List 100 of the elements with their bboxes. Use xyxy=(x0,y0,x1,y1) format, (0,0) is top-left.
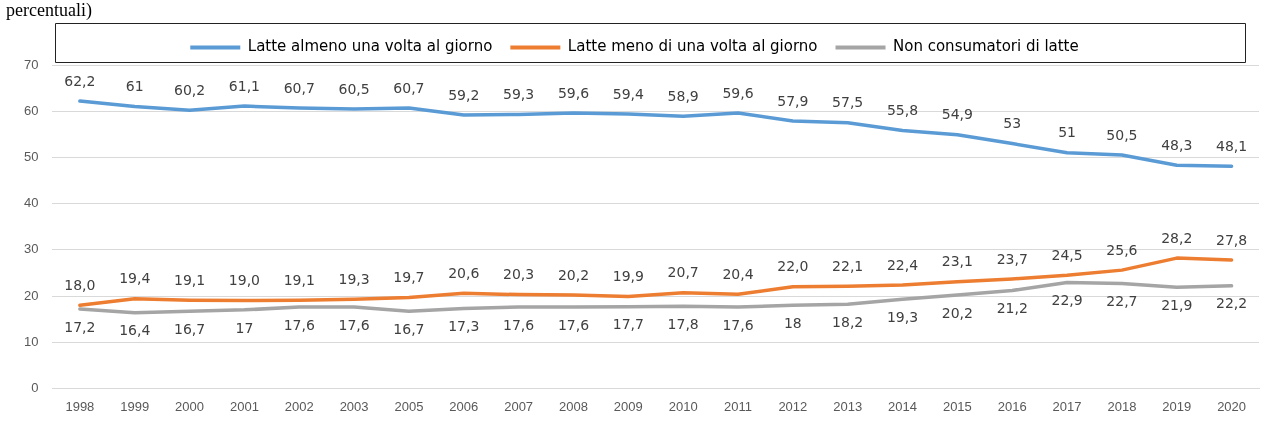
data-label: 17,6 xyxy=(503,316,535,333)
y-tick-label: 20 xyxy=(23,287,39,303)
data-label: 53 xyxy=(1003,115,1022,132)
data-label: 17 xyxy=(235,319,254,336)
x-tick-label: 2019 xyxy=(1162,398,1192,414)
data-label: 16,7 xyxy=(393,320,425,337)
data-label: 27,8 xyxy=(1215,231,1248,248)
x-tick-label: 2012 xyxy=(778,398,808,414)
data-label: 57,5 xyxy=(832,94,864,111)
data-label: 16,7 xyxy=(173,320,206,337)
data-label: 19,7 xyxy=(393,269,425,286)
y-tick-label: 10 xyxy=(23,333,39,349)
data-label: 20,7 xyxy=(667,264,699,281)
x-tick-label: 2007 xyxy=(504,398,534,414)
data-label: 50,5 xyxy=(1106,126,1138,143)
x-tick-label: 2020 xyxy=(1217,398,1247,414)
data-label: 28,2 xyxy=(1161,229,1193,246)
x-tick-label: 2003 xyxy=(339,398,369,414)
data-label: 25,6 xyxy=(1106,241,1138,258)
data-label: 51 xyxy=(1058,124,1076,141)
data-label: 19,1 xyxy=(173,271,206,288)
x-tick-label: 2015 xyxy=(942,398,972,414)
data-label: 21,2 xyxy=(996,300,1028,317)
data-label: 60,7 xyxy=(393,79,425,96)
data-label: 18 xyxy=(783,314,802,331)
x-tick-label: 2006 xyxy=(449,398,479,414)
y-tick-label: 50 xyxy=(23,148,39,164)
y-tick-label: 0 xyxy=(31,379,39,395)
data-label: 20,3 xyxy=(503,266,535,283)
data-label: 18,0 xyxy=(64,276,96,293)
data-label: 16,4 xyxy=(119,322,151,339)
data-label: 61 xyxy=(125,78,144,95)
data-label: 62,2 xyxy=(64,72,96,89)
data-label: 17,7 xyxy=(612,316,644,333)
data-label: 59,6 xyxy=(722,84,754,101)
data-label: 48,3 xyxy=(1161,136,1193,153)
legend-label: Non consumatori di latte xyxy=(893,37,1079,56)
data-label: 17,6 xyxy=(557,316,590,333)
data-label: 18,2 xyxy=(832,313,864,330)
x-tick-label: 2010 xyxy=(668,398,698,414)
y-tick-label: 60 xyxy=(23,102,39,118)
y-tick-label: 70 xyxy=(23,56,39,72)
data-label: 55,8 xyxy=(886,102,919,119)
data-label: 23,1 xyxy=(941,253,973,270)
data-label: 17,6 xyxy=(283,316,315,333)
x-tick-label: 2001 xyxy=(229,398,259,414)
x-tick-label: 2009 xyxy=(613,398,643,414)
x-tick-label: 2002 xyxy=(284,398,314,414)
x-tick-label: 1998 xyxy=(65,398,95,414)
x-tick-label: 2017 xyxy=(1052,398,1082,414)
data-label: 59,3 xyxy=(503,86,535,103)
y-tick-label: 40 xyxy=(23,195,39,211)
data-label: 59,2 xyxy=(448,86,480,103)
y-tick-label: 30 xyxy=(23,241,39,257)
data-label: 21,9 xyxy=(1161,296,1193,313)
data-label: 17,6 xyxy=(722,316,754,333)
chart-title: percentuali) xyxy=(5,0,93,22)
data-label: 60,7 xyxy=(283,79,315,96)
x-tick-label: 2013 xyxy=(833,398,863,414)
data-label: 48,1 xyxy=(1215,137,1248,154)
x-tick-label: 2018 xyxy=(1107,398,1137,414)
x-tick-label: 2008 xyxy=(559,398,588,414)
data-label: 58,9 xyxy=(667,87,699,104)
data-label: 60,2 xyxy=(173,81,206,98)
data-label: 17,6 xyxy=(338,316,370,333)
data-label: 17,2 xyxy=(64,318,96,335)
data-label: 19,1 xyxy=(283,271,315,288)
data-label: 22,2 xyxy=(1215,295,1248,312)
data-label: 17,8 xyxy=(667,315,699,332)
data-label: 19,3 xyxy=(338,270,370,287)
data-label: 22,0 xyxy=(777,258,809,275)
data-label: 17,3 xyxy=(448,318,480,335)
x-tick-label: 1999 xyxy=(120,398,150,414)
data-label: 59,6 xyxy=(557,84,590,101)
data-label: 19,3 xyxy=(886,308,919,325)
data-label: 60,5 xyxy=(338,80,370,97)
data-label: 24,5 xyxy=(1051,246,1083,263)
data-label: 20,6 xyxy=(448,264,480,281)
data-label: 22,1 xyxy=(832,257,864,274)
data-label: 19,9 xyxy=(612,268,644,285)
x-tick-label: 2000 xyxy=(175,398,205,414)
data-label: 61,1 xyxy=(228,77,260,94)
data-label: 22,4 xyxy=(886,256,919,273)
data-label: 22,9 xyxy=(1051,292,1083,309)
legend-label: Latte almeno una volta al giorno xyxy=(247,37,493,56)
data-label: 59,4 xyxy=(612,85,644,102)
data-label: 23,7 xyxy=(996,250,1028,267)
data-label: 20,2 xyxy=(941,304,973,321)
x-tick-label: 2011 xyxy=(724,398,752,414)
data-label: 20,2 xyxy=(557,266,590,283)
data-label: 19,0 xyxy=(228,272,260,289)
legend-label: Latte meno di una volta al giorno xyxy=(567,37,818,56)
data-label: 19,4 xyxy=(119,270,151,287)
data-label: 20,4 xyxy=(722,265,754,282)
x-tick-label: 2005 xyxy=(394,398,424,414)
data-label: 54,9 xyxy=(941,106,973,123)
data-label: 57,9 xyxy=(777,92,809,109)
x-tick-label: 2016 xyxy=(997,398,1027,414)
x-tick-label: 2014 xyxy=(888,398,917,414)
data-label: 22,7 xyxy=(1106,293,1138,310)
